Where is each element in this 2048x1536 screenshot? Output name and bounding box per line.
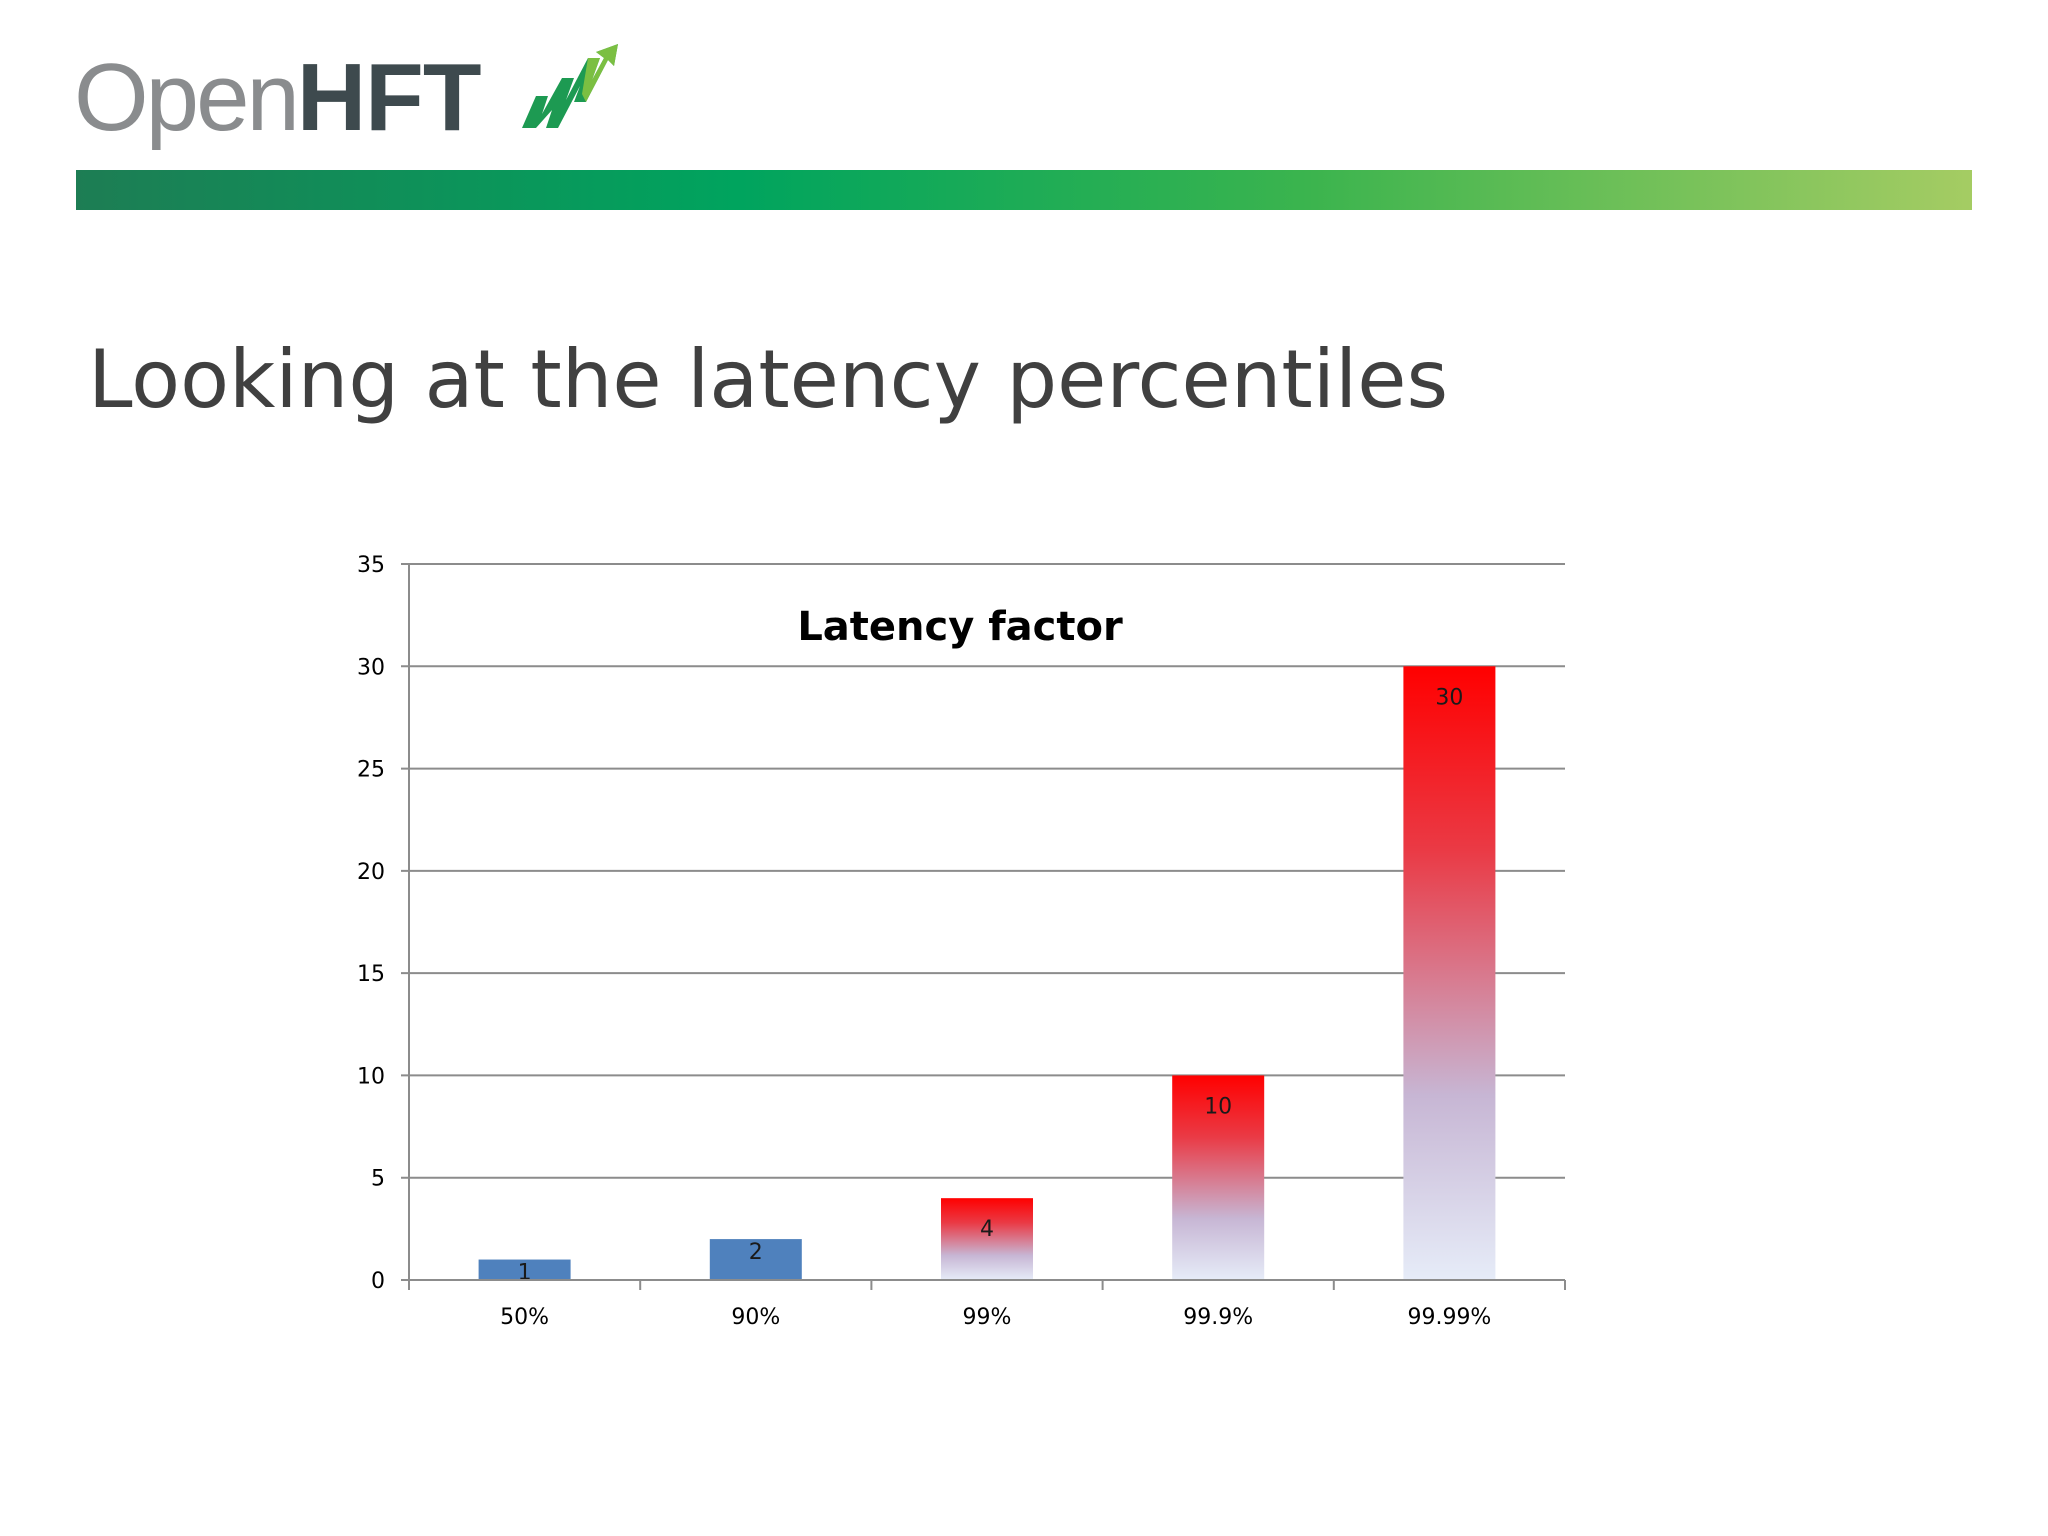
x-tick-label: 99.9% bbox=[1183, 1305, 1253, 1330]
x-tick-label: 99.99% bbox=[1407, 1305, 1491, 1330]
y-tick-label: 25 bbox=[357, 758, 385, 783]
slide-title: Looking at the latency percentiles bbox=[88, 333, 1449, 426]
bar-99.9% bbox=[1172, 1075, 1265, 1280]
y-tick-label: 10 bbox=[357, 1064, 385, 1089]
y-tick-label: 30 bbox=[357, 655, 385, 680]
y-tick-label: 0 bbox=[371, 1269, 385, 1294]
data-label: 2 bbox=[749, 1240, 763, 1265]
y-tick-label: 35 bbox=[357, 553, 385, 578]
x-tick-label: 90% bbox=[731, 1305, 780, 1330]
y-tick-label: 15 bbox=[357, 962, 385, 987]
x-tick-label: 50% bbox=[500, 1305, 549, 1330]
openhft-logo: Open HFT bbox=[74, 38, 618, 158]
x-tick-label: 99% bbox=[963, 1305, 1012, 1330]
bar-90% bbox=[709, 1239, 802, 1280]
rising-zigzag-arrow-icon bbox=[522, 44, 618, 128]
bar-99.99% bbox=[1403, 666, 1496, 1280]
y-tick-label: 20 bbox=[357, 860, 385, 885]
data-label: 1 bbox=[518, 1261, 532, 1286]
data-label: 30 bbox=[1435, 685, 1463, 710]
data-label: 10 bbox=[1204, 1094, 1232, 1119]
header-gradient-bar bbox=[76, 170, 1972, 210]
bar-50% bbox=[478, 1259, 571, 1280]
chart-labels: 0 5 10 15 20 25 30 35 1 50% 2 90% 4 99% 10 99.9% 30 99.99… bbox=[357, 553, 1565, 1330]
chart-gridlines bbox=[401, 563, 1566, 1290]
bar-99% bbox=[941, 1198, 1033, 1280]
data-label: 4 bbox=[980, 1217, 994, 1242]
chart-title: Latency factor bbox=[797, 604, 1123, 650]
latency-factor-chart: 0 5 10 15 20 25 30 35 1 50% 2 90% 4 99% 10 99.9% 30 99.99… bbox=[357, 553, 1566, 1330]
y-tick-label: 5 bbox=[371, 1167, 385, 1192]
logo-text-hft: HFT bbox=[296, 44, 482, 151]
logo-text-open: Open bbox=[74, 44, 300, 151]
chart-bars bbox=[478, 666, 1496, 1280]
